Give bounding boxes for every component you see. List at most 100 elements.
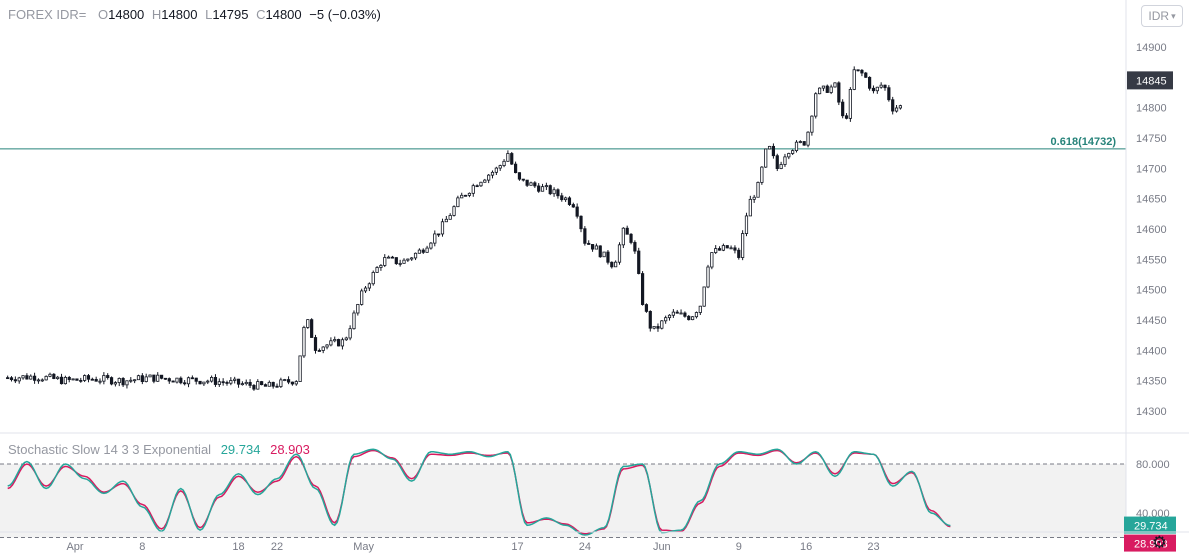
candle-body[interactable] — [256, 381, 260, 390]
candle-body[interactable] — [671, 311, 675, 316]
candle-body[interactable] — [17, 377, 21, 382]
candle-body[interactable] — [490, 171, 495, 176]
candle-body[interactable] — [194, 377, 198, 382]
candle-body[interactable] — [421, 249, 425, 253]
candle-body[interactable] — [791, 150, 795, 154]
candle-body[interactable] — [575, 206, 579, 217]
candle-body[interactable] — [129, 379, 133, 382]
candle-body[interactable] — [275, 385, 279, 388]
candle-body[interactable] — [133, 379, 137, 382]
candle-body[interactable] — [148, 374, 152, 378]
candle-body[interactable] — [683, 312, 687, 317]
candle-body[interactable] — [729, 247, 733, 250]
candle-body[interactable] — [648, 311, 652, 329]
candle-body[interactable] — [286, 379, 291, 383]
candle-body[interactable] — [679, 312, 683, 315]
candle-body[interactable] — [868, 76, 872, 89]
candle-body[interactable] — [764, 148, 768, 168]
candle-body[interactable] — [721, 245, 725, 251]
candle-body[interactable] — [463, 194, 468, 197]
candle-body[interactable] — [598, 245, 602, 258]
candle-body[interactable] — [521, 178, 525, 181]
candle-body[interactable] — [13, 379, 17, 382]
candle-body[interactable] — [483, 179, 487, 183]
candle-body[interactable] — [136, 375, 141, 381]
candle-body[interactable] — [737, 249, 741, 258]
candle-body[interactable] — [171, 380, 175, 383]
candle-body[interactable] — [175, 377, 179, 383]
candle-body[interactable] — [202, 381, 206, 385]
candle-body[interactable] — [633, 242, 637, 252]
candle-body[interactable] — [864, 72, 868, 78]
candle-body[interactable] — [9, 377, 14, 381]
candle-body[interactable] — [702, 286, 706, 307]
candle-body[interactable] — [25, 375, 29, 380]
candle-body[interactable] — [783, 156, 787, 165]
candle-body[interactable] — [552, 189, 556, 195]
candle-body[interactable] — [94, 378, 98, 382]
candle-body[interactable] — [814, 93, 818, 117]
candle-body[interactable] — [113, 382, 118, 385]
candle-body[interactable] — [479, 181, 483, 187]
candle-body[interactable] — [517, 172, 522, 180]
stochastic-pane[interactable] — [0, 448, 1126, 538]
candle-body[interactable] — [213, 377, 218, 385]
candle-body[interactable] — [379, 265, 383, 268]
candle-body[interactable] — [487, 174, 491, 181]
candle-body[interactable] — [614, 261, 618, 268]
candle-body[interactable] — [802, 141, 806, 146]
stochastic-legend[interactable]: Stochastic Slow 14 3 3 Exponential 29.73… — [8, 442, 310, 457]
candle-body[interactable] — [710, 252, 714, 268]
candle-body[interactable] — [460, 194, 464, 199]
candle-body[interactable] — [571, 204, 575, 208]
candle-body[interactable] — [779, 164, 783, 169]
candle-body[interactable] — [186, 377, 191, 385]
candle-body[interactable] — [694, 312, 699, 318]
candle-body[interactable] — [498, 165, 502, 169]
candle-body[interactable] — [56, 376, 60, 379]
candle-body[interactable] — [267, 381, 271, 387]
candle-body[interactable] — [617, 244, 622, 263]
candle-body[interactable] — [848, 89, 852, 119]
candle-body[interactable] — [333, 339, 337, 342]
candle-body[interactable] — [429, 242, 433, 249]
candle-body[interactable] — [383, 257, 387, 266]
candle-body[interactable] — [348, 328, 352, 339]
candle-body[interactable] — [475, 185, 479, 188]
candle-body[interactable] — [363, 287, 368, 292]
candle-body[interactable] — [894, 107, 899, 112]
candle-body[interactable] — [356, 304, 360, 314]
candle-body[interactable] — [794, 141, 799, 152]
candle-body[interactable] — [629, 233, 633, 243]
symbol-name[interactable]: FOREX IDR= — [8, 7, 87, 22]
candle-body[interactable] — [860, 69, 864, 74]
candle-body[interactable] — [883, 84, 887, 89]
candle-body[interactable] — [52, 373, 56, 379]
candle-body[interactable] — [440, 221, 445, 235]
candle-body[interactable] — [602, 251, 606, 258]
candle-body[interactable] — [298, 355, 302, 382]
candle-body[interactable] — [664, 317, 668, 322]
candle-body[interactable] — [59, 376, 64, 385]
candle-body[interactable] — [244, 381, 248, 385]
candle-body[interactable] — [494, 167, 498, 173]
currency-button[interactable]: IDR ▾ — [1141, 5, 1183, 27]
candle-body[interactable] — [844, 115, 849, 119]
candle-body[interactable] — [190, 377, 194, 380]
candle-body[interactable] — [544, 185, 548, 188]
candle-body[interactable] — [606, 251, 610, 263]
candle-body[interactable] — [106, 375, 110, 378]
candle-body[interactable] — [163, 377, 168, 380]
candle-body[interactable] — [90, 378, 94, 381]
candle-body[interactable] — [525, 179, 529, 186]
candle-body[interactable] — [533, 182, 537, 187]
candle-body[interactable] — [825, 85, 829, 93]
stochastic-k-line[interactable] — [7, 448, 951, 536]
candle-body[interactable] — [560, 195, 564, 201]
candle-body[interactable] — [71, 378, 75, 381]
candle-body[interactable] — [417, 249, 421, 254]
candle-body[interactable] — [771, 145, 776, 157]
candle-body[interactable] — [452, 206, 456, 216]
candle-body[interactable] — [21, 375, 25, 379]
candle-body[interactable] — [714, 248, 718, 253]
